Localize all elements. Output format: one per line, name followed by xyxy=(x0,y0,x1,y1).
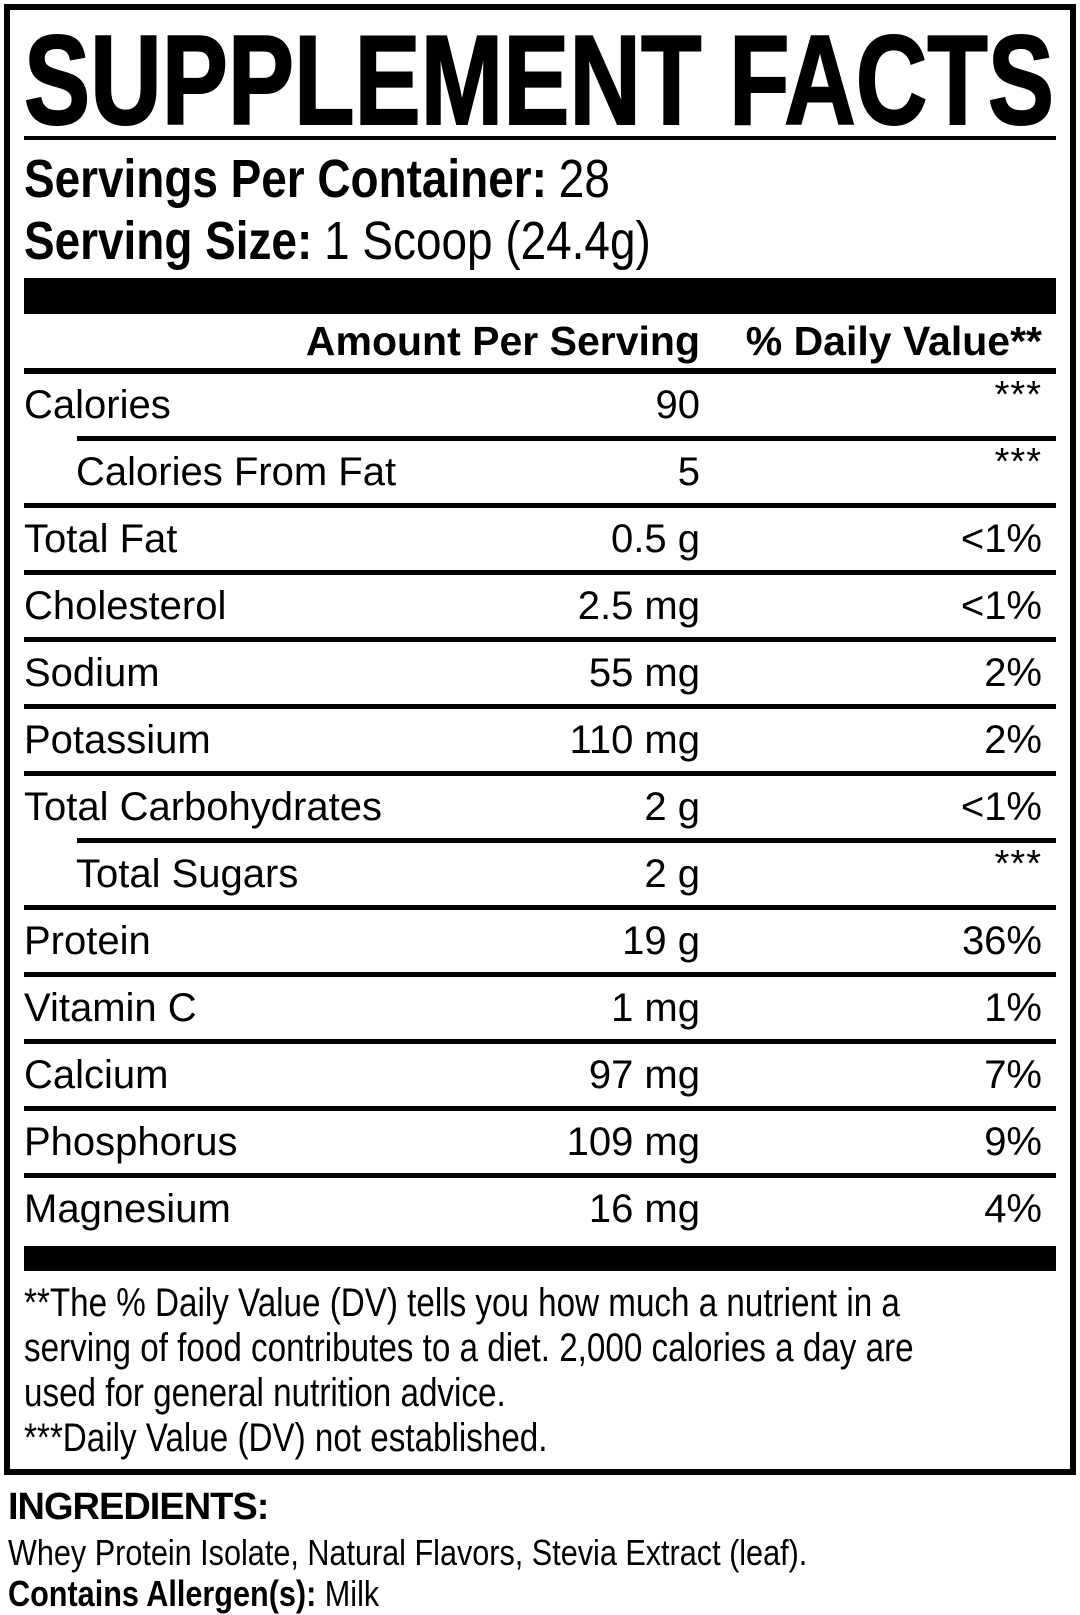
nutrient-amount: 90 xyxy=(655,382,701,427)
row-divider xyxy=(24,972,1056,977)
dv-footnote-line: used for general nutrition advice. xyxy=(24,1371,506,1415)
row-divider xyxy=(24,771,1056,776)
row-divider xyxy=(24,570,1056,575)
nutrient-row: Calories 90 *** xyxy=(24,374,1056,436)
allergen-line: Contains Allergen(s): Milk xyxy=(8,1573,919,1615)
nutrient-amount: 109 mg xyxy=(566,1119,700,1164)
table-header-row: Amount Per Serving % Daily Value** xyxy=(24,314,1056,368)
column-header-daily-value: % Daily Value** xyxy=(745,317,1042,364)
column-header-amount: Amount Per Serving xyxy=(305,317,700,364)
nutrient-name: Calcium xyxy=(24,1052,169,1097)
ingredients-section: INGREDIENTS: Whey Protein Isolate, Natur… xyxy=(8,1487,1080,1615)
nutrient-amount: 19 g xyxy=(622,918,700,963)
row-divider xyxy=(24,503,1056,508)
nutrient-name: Total Fat xyxy=(24,516,178,561)
row-divider xyxy=(24,704,1056,709)
nutrient-daily-value: 2% xyxy=(984,717,1042,762)
nutrient-daily-value: 7% xyxy=(984,1052,1042,1097)
row-divider xyxy=(24,1173,1056,1178)
footnotes: **The % Daily Value (DV) tells you how m… xyxy=(24,1281,1056,1461)
header-divider xyxy=(24,368,1056,374)
nutrient-amount: 5 xyxy=(677,449,700,494)
allergen-value: Milk xyxy=(324,1573,380,1614)
dv-footnote-line: serving of food contributes to a diet. 2… xyxy=(24,1326,914,1370)
panel-title: SUPPLEMENT FACTS xyxy=(24,26,1055,130)
nutrient-row: Total Sugars 2 g *** xyxy=(24,843,1056,905)
nutrient-name: Total Sugars xyxy=(76,851,299,896)
nutrient-row: Magnesium 16 mg 4% xyxy=(24,1178,1056,1240)
row-divider xyxy=(24,905,1056,910)
nutrient-row: Sodium 55 mg 2% xyxy=(24,642,1056,704)
nutrient-daily-value: <1% xyxy=(960,583,1042,628)
dv-not-established-note: ***Daily Value (DV) not established. xyxy=(24,1416,548,1460)
separator-bar-top xyxy=(24,278,1056,314)
nutrient-row: Total Fat 0.5 g <1% xyxy=(24,508,1056,570)
nutrient-daily-value: 2% xyxy=(984,650,1042,695)
ingredients-heading: INGREDIENTS: xyxy=(8,1486,269,1528)
dv-footnote-line: **The % Daily Value (DV) tells you how m… xyxy=(24,1281,900,1325)
nutrient-amount: 97 mg xyxy=(588,1052,700,1097)
supplement-facts-page: { "title": "SUPPLEMENT FACTS", "serving_… xyxy=(0,4,1080,1614)
nutrient-daily-value: *** xyxy=(994,842,1042,885)
nutrient-row: Total Carbohydrates 2 g <1% xyxy=(24,776,1056,838)
servings-per-container-label: Servings Per Container: xyxy=(24,149,547,209)
nutrient-amount: 110 mg xyxy=(569,717,700,762)
row-divider xyxy=(24,637,1056,642)
nutrient-name: Magnesium xyxy=(24,1186,231,1231)
allergen-label: Contains Allergen(s): xyxy=(8,1573,317,1614)
nutrient-amount: 2 g xyxy=(644,784,700,829)
nutrient-row: Cholesterol 2.5 mg <1% xyxy=(24,575,1056,637)
nutrient-row: Protein 19 g 36% xyxy=(24,910,1056,972)
ingredients-list: Whey Protein Isolate, Natural Flavors, S… xyxy=(8,1532,808,1573)
nutrient-row: Calcium 97 mg 7% xyxy=(24,1044,1056,1106)
title-divider xyxy=(24,136,1056,140)
nutrient-name: Protein xyxy=(24,918,151,963)
serving-size-line: Serving Size: 1 Scoop (24.4g) xyxy=(24,212,1056,270)
nutrient-row: Vitamin C 1 mg 1% xyxy=(24,977,1056,1039)
nutrient-amount: 1 mg xyxy=(611,985,700,1030)
servings-per-container-value: 28 xyxy=(558,149,610,209)
nutrient-name: Calories xyxy=(24,382,171,427)
nutrient-daily-value: 9% xyxy=(984,1119,1042,1164)
serving-size-value: 1 Scoop (24.4g) xyxy=(324,211,651,271)
nutrient-amount: 55 mg xyxy=(588,650,700,695)
nutrient-name: Vitamin C xyxy=(24,985,197,1030)
nutrient-amount: 2 g xyxy=(644,851,700,896)
nutrient-name: Cholesterol xyxy=(24,583,227,628)
nutrient-amount: 16 mg xyxy=(588,1186,700,1231)
nutrient-amount: 0.5 g xyxy=(611,516,700,561)
row-divider xyxy=(77,436,1056,441)
nutrient-daily-value: 1% xyxy=(984,985,1042,1030)
nutrient-name: Potassium xyxy=(24,717,211,762)
nutrient-name: Total Carbohydrates xyxy=(24,784,382,829)
nutrient-daily-value: 36% xyxy=(961,918,1042,963)
row-divider xyxy=(77,838,1056,843)
row-divider xyxy=(24,1039,1056,1044)
nutrient-amount: 2.5 mg xyxy=(577,583,700,628)
nutrient-daily-value: *** xyxy=(994,440,1042,483)
nutrient-row: Potassium 110 mg 2% xyxy=(24,709,1056,771)
nutrient-row: Calories From Fat 5 *** xyxy=(24,441,1056,503)
panel-title-text: SUPPLEMENT FACTS xyxy=(24,26,1054,130)
servings-per-container-line: Servings Per Container: 28 xyxy=(24,150,1056,208)
separator-bar-bottom xyxy=(24,1246,1056,1271)
supplement-facts-panel: SUPPLEMENT FACTS Servings Per Container:… xyxy=(4,4,1076,1475)
nutrient-name: Phosphorus xyxy=(24,1119,238,1164)
nutrient-rows: Calories 90 *** Calories From Fat 5 *** … xyxy=(24,374,1056,1240)
nutrient-name: Sodium xyxy=(24,650,160,695)
nutrient-daily-value: *** xyxy=(994,373,1042,416)
nutrient-name: Calories From Fat xyxy=(76,449,397,494)
row-divider xyxy=(24,1106,1056,1111)
nutrient-daily-value: 4% xyxy=(984,1186,1042,1231)
serving-size-label: Serving Size: xyxy=(24,211,313,271)
nutrient-daily-value: <1% xyxy=(960,516,1042,561)
nutrient-daily-value: <1% xyxy=(960,784,1042,829)
nutrient-row: Phosphorus 109 mg 9% xyxy=(24,1111,1056,1173)
